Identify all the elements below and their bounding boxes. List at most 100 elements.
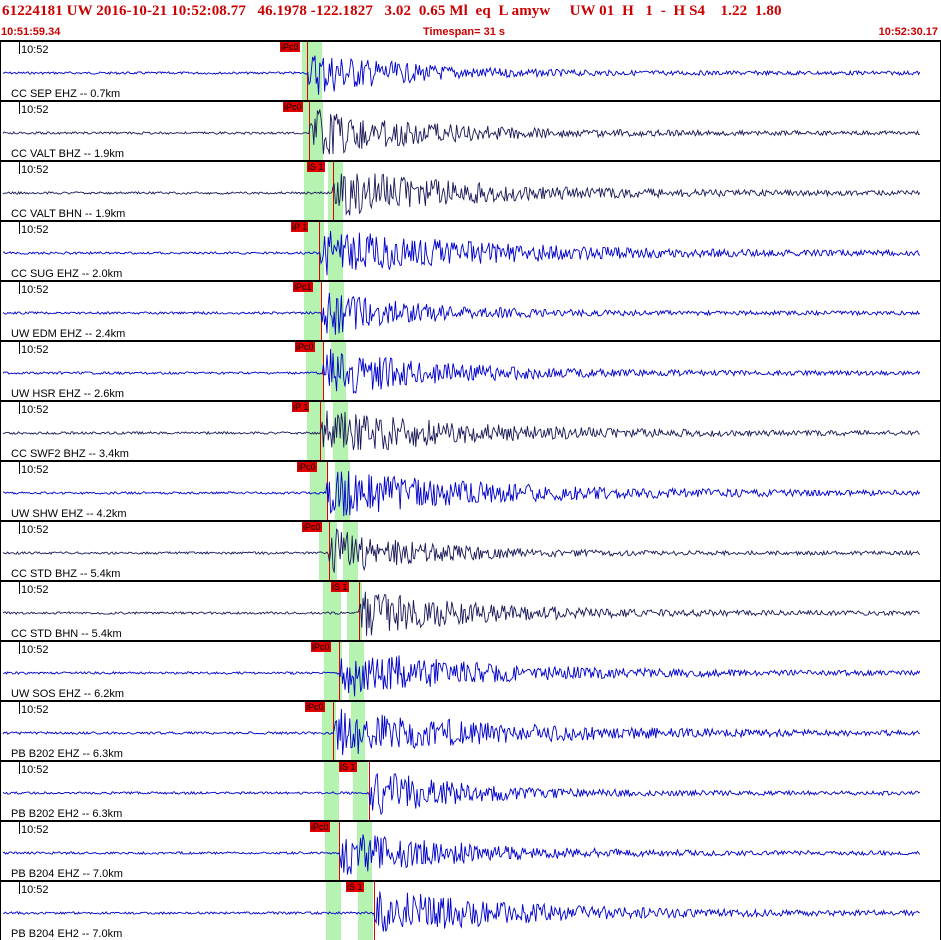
channel-label: CC VALT BHN -- 1.9km: [11, 208, 126, 220]
waveform-trace: [2, 348, 921, 394]
channel-label: UW SHW EHZ -- 4.2km: [11, 508, 127, 520]
pick-window-band: [358, 882, 373, 940]
phase-pick-tag[interactable]: iS 1: [339, 762, 357, 772]
phase-pick-tag[interactable]: iPc0: [283, 102, 303, 112]
pick-window-band: [353, 762, 368, 820]
channel-label: CC STD BHN -- 5.4km: [11, 628, 122, 640]
waveform-trace: [2, 55, 921, 95]
phase-pick-line[interactable]: [374, 882, 375, 940]
seismogram-trace-panel[interactable]: 10:52 iPc0 CC VALT BHZ -- 1.9km: [0, 100, 941, 160]
time-tick-label: 10:52: [21, 764, 49, 776]
phase-pick-line[interactable]: [319, 222, 320, 280]
phase-pick-line[interactable]: [339, 822, 340, 880]
channel-label: CC VALT BHZ -- 1.9km: [11, 148, 125, 160]
time-tick-label: 10:52: [21, 104, 49, 116]
waveform-trace: [2, 528, 921, 573]
seismogram-panel-stack: 10:52 iPc0 CC SEP EHZ -- 0.7km 10:52 iPc0 CC …: [0, 40, 941, 940]
time-tick-label: 10:52: [21, 224, 49, 236]
time-tick-mark: [19, 882, 20, 894]
seismogram-trace-panel[interactable]: 10:52 iPc0 UW HSR EHZ -- 2.6km: [0, 340, 941, 400]
seismogram-trace-panel[interactable]: 10:52 iPc0 CC STD BHZ -- 5.4km: [0, 520, 941, 580]
phase-pick-line[interactable]: [369, 762, 370, 820]
phase-pick-line[interactable]: [359, 582, 360, 640]
time-tick-mark: [19, 642, 20, 654]
time-tick-mark: [19, 222, 20, 234]
seismogram-trace-panel[interactable]: 10:52 iPc0 PB B202 EHZ -- 6.3km: [0, 700, 941, 760]
seismogram-trace-panel[interactable]: 10:52 iP 1 CC SWF2 BHZ -- 3.4km: [0, 400, 941, 460]
time-tick-mark: [19, 702, 20, 714]
seismogram-trace-panel[interactable]: 10:52 iPc0 UW SHW EHZ -- 4.2km: [0, 460, 941, 520]
seismogram-trace-panel[interactable]: 10:52 iPc1 UW EDM EHZ -- 2.4km: [0, 280, 941, 340]
phase-pick-tag[interactable]: iP 1: [292, 402, 310, 412]
phase-pick-line[interactable]: [333, 162, 334, 220]
waveform-trace: [2, 591, 920, 636]
time-tick-mark: [19, 822, 20, 834]
time-tick-mark: [19, 162, 20, 174]
pick-window-band: [323, 582, 341, 640]
event-header: 61224181 UW 2016-10-21 10:52:08.77 46.19…: [0, 0, 941, 40]
phase-pick-line[interactable]: [307, 42, 308, 100]
seismogram-trace-panel[interactable]: 10:52 iPc0 UW SOS EHZ -- 6.2km: [0, 640, 941, 700]
seismogram-trace-panel[interactable]: 10:52 iP 1 CC SUG EHZ -- 2.0km: [0, 220, 941, 280]
waveform-trace: [2, 230, 921, 276]
pick-window-band: [328, 222, 343, 280]
seismogram-trace-panel[interactable]: 10:52 iS 1 PB B204 EH2 -- 7.0km: [0, 880, 941, 940]
timespan-label: Timespan= 31 s: [423, 26, 506, 38]
channel-label: CC SEP EHZ -- 0.7km: [11, 88, 121, 100]
phase-pick-tag[interactable]: iS 1: [346, 882, 364, 892]
time-tick-mark: [19, 342, 20, 354]
waveform-trace: [2, 708, 921, 756]
seismogram-trace-panel[interactable]: 10:52 iS 1 PB B202 EH2 -- 6.3km: [0, 760, 941, 820]
waveform-trace: [3, 891, 920, 932]
phase-pick-tag[interactable]: iPc0: [302, 522, 322, 532]
phase-pick-line[interactable]: [329, 522, 330, 580]
time-tick-label: 10:52: [21, 44, 49, 56]
channel-label: UW EDM EHZ -- 2.4km: [11, 328, 126, 340]
waveform-trace: [2, 109, 920, 155]
channel-label: PB B202 EH2 -- 6.3km: [11, 808, 123, 820]
channel-label: CC SWF2 BHZ -- 3.4km: [11, 448, 129, 460]
phase-pick-tag[interactable]: iPc0: [280, 42, 300, 52]
seismogram-trace-panel[interactable]: 10:52 iPc0 CC SEP EHZ -- 0.7km: [0, 40, 941, 100]
phase-pick-tag[interactable]: iPc0: [305, 702, 325, 712]
phase-pick-tag[interactable]: iP 1: [291, 222, 309, 232]
time-tick-mark: [19, 762, 20, 774]
pick-window-band: [304, 282, 322, 340]
waveform-trace: [2, 471, 921, 517]
phase-pick-tag[interactable]: iS 1: [331, 582, 349, 592]
time-tick-mark: [19, 402, 20, 414]
pick-window-band: [310, 462, 328, 520]
phase-pick-tag[interactable]: iPc1: [293, 282, 313, 292]
seismogram-trace-panel[interactable]: 10:52 iS 1 CC STD BHN -- 5.4km: [0, 580, 941, 640]
phase-pick-tag[interactable]: iPc0: [310, 822, 330, 832]
time-tick-label: 10:52: [21, 704, 49, 716]
waveform-trace: [2, 410, 920, 451]
time-tick-label: 10:52: [21, 644, 49, 656]
time-tick-mark: [19, 462, 20, 474]
seismogram-trace-panel[interactable]: 10:52 iPc0 PB B204 EHZ -- 7.0km: [0, 820, 941, 880]
phase-pick-tag[interactable]: iPc0: [295, 342, 315, 352]
phase-pick-line[interactable]: [339, 642, 340, 700]
time-tick-mark: [19, 522, 20, 534]
time-tick-label: 10:52: [21, 284, 49, 296]
seismogram-trace-panel[interactable]: 10:52 iS 1 CC VALT BHN -- 1.9km: [0, 160, 941, 220]
event-summary-title: 61224181 UW 2016-10-21 10:52:08.77 46.19…: [2, 3, 782, 19]
phase-pick-tag[interactable]: iPc0: [297, 462, 317, 472]
waveform-trace: [2, 655, 921, 697]
phase-pick-tag[interactable]: iPc0: [311, 642, 331, 652]
channel-label: PB B204 EHZ -- 7.0km: [11, 868, 123, 880]
pick-window-band: [324, 762, 339, 820]
waveform-trace: [2, 292, 921, 335]
pick-window-band: [304, 162, 324, 220]
pick-window-band: [324, 642, 342, 700]
time-tick-label: 10:52: [21, 824, 49, 836]
time-tick-mark: [19, 582, 20, 594]
pick-window-band: [322, 702, 336, 760]
phase-pick-line[interactable]: [323, 342, 324, 400]
phase-pick-line[interactable]: [321, 282, 322, 340]
time-tick-label: 10:52: [21, 164, 49, 176]
pick-window-band: [325, 822, 340, 880]
pick-window-band: [326, 882, 341, 940]
channel-label: UW SOS EHZ -- 6.2km: [11, 688, 125, 700]
phase-pick-tag[interactable]: iS 1: [307, 162, 325, 172]
